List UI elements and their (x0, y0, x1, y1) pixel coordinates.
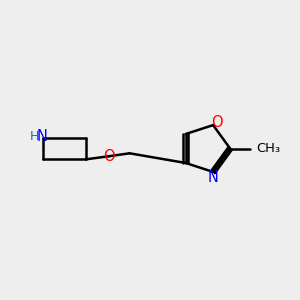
Text: CH₃: CH₃ (256, 142, 280, 155)
Text: O: O (211, 115, 223, 130)
Text: H: H (30, 130, 39, 143)
Text: N: N (37, 129, 47, 144)
Text: N: N (208, 170, 218, 185)
Text: O: O (103, 149, 114, 164)
